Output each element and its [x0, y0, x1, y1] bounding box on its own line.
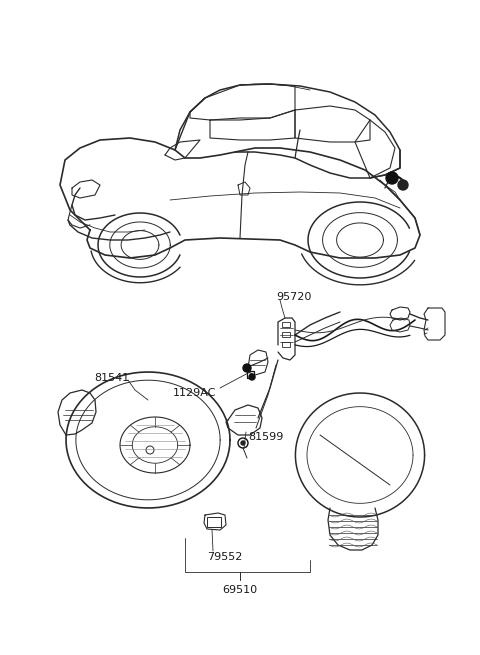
Circle shape — [398, 180, 408, 190]
Text: 69510: 69510 — [222, 585, 258, 595]
Circle shape — [243, 364, 251, 372]
Bar — [207, 517, 221, 527]
Circle shape — [386, 172, 398, 184]
Text: 1129AC: 1129AC — [173, 388, 216, 398]
Circle shape — [241, 441, 245, 445]
Bar — [282, 332, 290, 337]
Bar — [282, 322, 290, 327]
Bar — [282, 342, 290, 347]
Text: 79552: 79552 — [207, 552, 242, 562]
Text: 81599: 81599 — [248, 432, 283, 442]
Text: 95720: 95720 — [276, 292, 312, 302]
Text: 81541: 81541 — [94, 373, 129, 383]
Circle shape — [249, 374, 255, 380]
Bar — [247, 371, 254, 378]
